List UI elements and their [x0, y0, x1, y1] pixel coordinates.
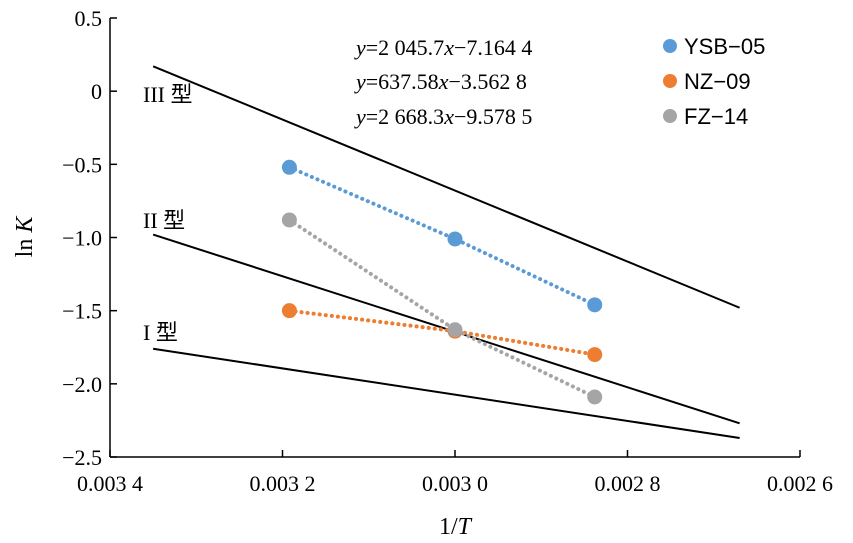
y-tick-label: −1.5: [62, 299, 102, 324]
legend-label-ysb05: YSB−05: [684, 34, 765, 59]
type-label-i: I 型: [143, 320, 178, 345]
y-tick-label: −2.5: [62, 445, 102, 470]
x-tick-label: 0.003 0: [422, 471, 488, 496]
legend-marker-fz14: [663, 109, 677, 123]
trendline-ysb05: [287, 165, 597, 307]
data-point-nz09: [281, 303, 297, 319]
data-point-ysb05: [281, 159, 297, 175]
data-point-ysb05: [447, 231, 463, 247]
legend-label-nz09: NZ−09: [684, 69, 751, 94]
y-tick-label: −2.0: [62, 372, 102, 397]
x-tick-label: 0.003 2: [250, 471, 316, 496]
legend-marker-ysb05: [663, 39, 677, 53]
legend-marker-nz09: [663, 74, 677, 88]
equation-ysb05: y=2 045.7x−7.164 4: [354, 35, 532, 60]
x-axis-ticks: 0.003 4 0.003 2 0.003 0 0.002 8 0.002 6: [77, 450, 833, 496]
trendline-fz14: [287, 217, 597, 400]
type-label-iii: III 型: [143, 82, 192, 107]
x-tick-label: 0.002 8: [595, 471, 661, 496]
series-layer: [281, 159, 603, 405]
y-axis-title: lnK: [12, 215, 38, 258]
trendline-nz09: [287, 308, 597, 357]
x-tick-label: 0.003 4: [77, 471, 143, 496]
type-boundary-line-3: [152, 347, 740, 439]
y-axis-ticks: 0.5 0 −0.5 −1.0 −1.5 −2.0 −2.5: [62, 6, 117, 470]
x-tick-label: 0.002 6: [767, 471, 833, 496]
data-point-fz14: [587, 389, 603, 405]
type-boundary-line-1: [152, 65, 741, 309]
y-tick-label: −0.5: [62, 152, 102, 177]
data-point-nz09: [587, 347, 603, 363]
data-point-fz14: [281, 212, 297, 228]
data-point-ysb05: [587, 297, 603, 313]
y-tick-label: 0: [91, 79, 102, 104]
x-axis-title: 1/T: [439, 514, 473, 540]
legend: YSB−05 NZ−09 FZ−14: [663, 34, 765, 129]
data-point-fz14: [447, 322, 463, 338]
y-tick-label: 0.5: [75, 6, 103, 31]
type-label-ii: II 型: [143, 208, 185, 233]
equation-fz14: y=2 668.3x−9.578 5: [354, 104, 532, 129]
equation-nz09: y=637.58x−3.562 8: [354, 69, 527, 94]
y-tick-label: −1.0: [62, 226, 102, 251]
legend-label-fz14: FZ−14: [684, 104, 748, 129]
